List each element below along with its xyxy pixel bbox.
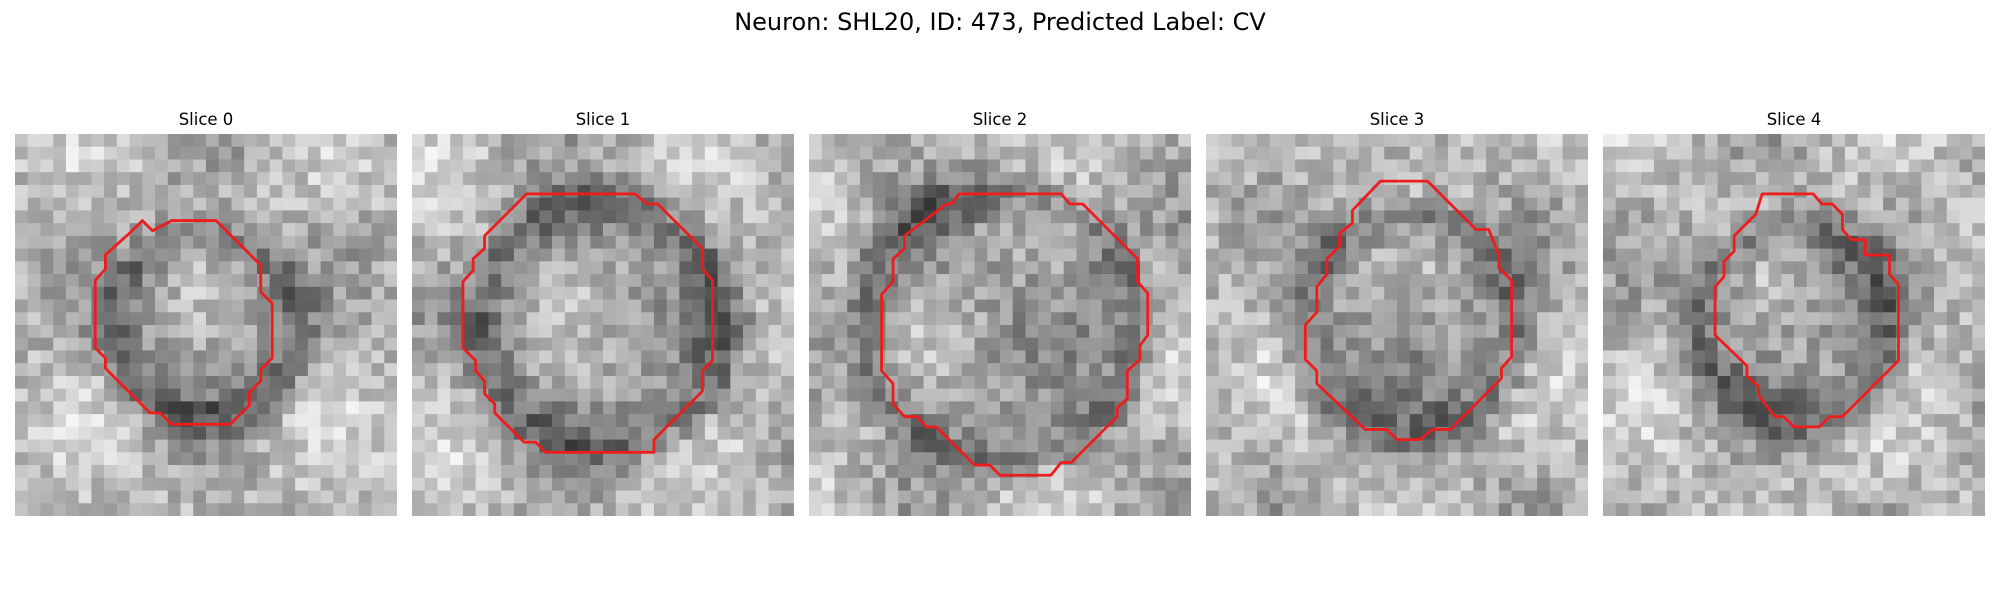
slice-image-4	[1603, 134, 1985, 516]
roi-contour	[880, 192, 1150, 477]
figure-title: Neuron: SHL20, ID: 473, Predicted Label:…	[734, 8, 1266, 36]
roi-contour	[93, 219, 274, 426]
roi-contour	[1713, 192, 1900, 429]
slice-image-3	[1206, 134, 1588, 516]
slice-image-1	[412, 134, 794, 516]
slice-title: Slice 4	[1766, 110, 1822, 129]
slice-title: Slice 3	[1369, 110, 1425, 129]
slice-image-0	[15, 134, 397, 516]
roi-contour	[1303, 179, 1514, 442]
roi-contour	[461, 192, 714, 454]
slice-title: Slice 1	[575, 110, 631, 129]
slice-title: Slice 2	[972, 110, 1028, 129]
slice-title: Slice 0	[178, 110, 234, 129]
slice-image-2	[809, 134, 1191, 516]
